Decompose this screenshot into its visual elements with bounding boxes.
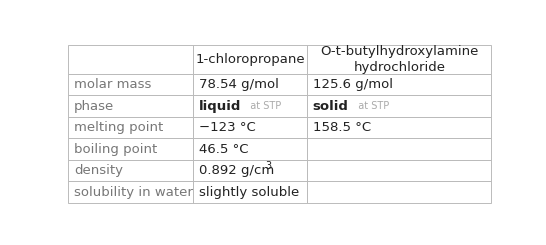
Text: O-t-butylhydroxylamine
hydrochloride: O-t-butylhydroxylamine hydrochloride [320, 45, 478, 74]
Text: at STP: at STP [244, 101, 282, 111]
Bar [68, 160, 193, 181]
Bar [68, 117, 193, 138]
Text: 3: 3 [265, 161, 271, 171]
Bar [68, 74, 193, 95]
Bar [68, 95, 193, 117]
Bar [307, 181, 491, 203]
Text: boiling point: boiling point [74, 143, 157, 156]
Text: solid: solid [313, 99, 349, 113]
Bar [68, 181, 193, 203]
Bar [307, 95, 491, 117]
Bar [307, 117, 491, 138]
Text: slightly soluble: slightly soluble [199, 186, 299, 199]
Text: density: density [74, 164, 123, 177]
Bar [307, 74, 491, 95]
Text: at STP: at STP [352, 101, 389, 111]
Text: liquid: liquid [199, 99, 241, 113]
Text: 78.54 g/mol: 78.54 g/mol [199, 78, 278, 91]
Bar [193, 95, 307, 117]
Text: molar mass: molar mass [74, 78, 151, 91]
Bar [307, 45, 491, 74]
Bar [193, 138, 307, 160]
Bar [68, 45, 193, 74]
Bar [307, 138, 491, 160]
Bar [193, 45, 307, 74]
Bar [307, 160, 491, 181]
Text: −123 °C: −123 °C [199, 121, 256, 134]
Text: 46.5 °C: 46.5 °C [199, 143, 248, 156]
Bar [193, 74, 307, 95]
Text: 1-chloropropane: 1-chloropropane [195, 53, 305, 66]
Text: 158.5 °C: 158.5 °C [313, 121, 371, 134]
Text: solubility in water: solubility in water [74, 186, 193, 199]
Bar [68, 138, 193, 160]
Text: 125.6 g/mol: 125.6 g/mol [313, 78, 393, 91]
Bar [193, 117, 307, 138]
Bar [193, 160, 307, 181]
Text: 0.892 g/cm: 0.892 g/cm [199, 164, 274, 177]
Bar [193, 181, 307, 203]
Text: phase: phase [74, 99, 114, 113]
Text: melting point: melting point [74, 121, 163, 134]
